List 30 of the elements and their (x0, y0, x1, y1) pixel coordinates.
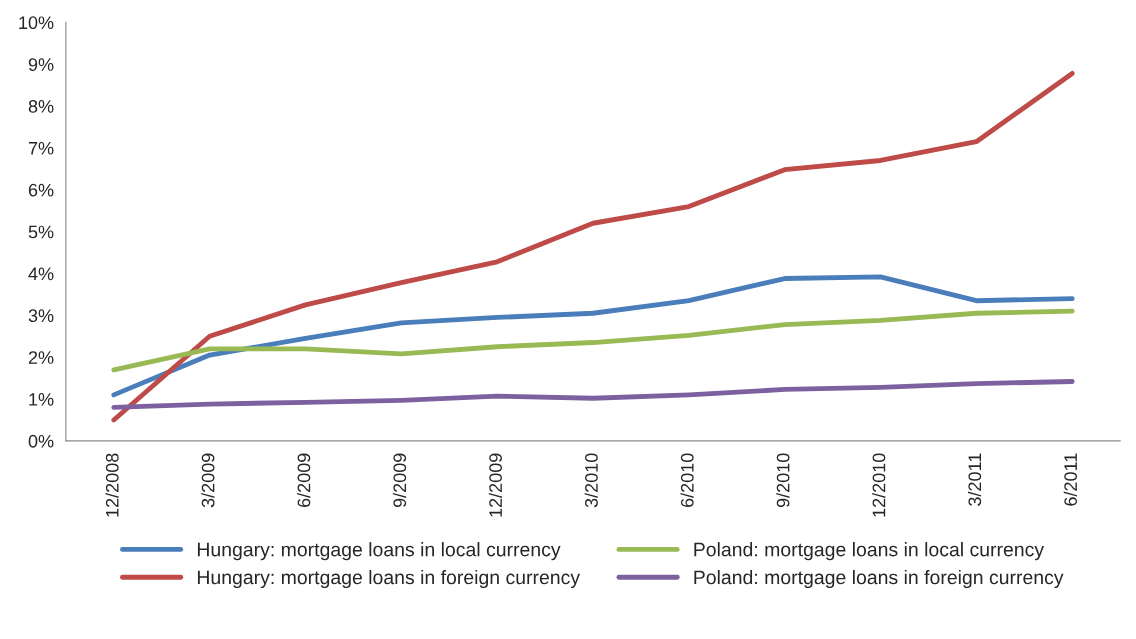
y-tick-label: 1% (29, 393, 54, 406)
line-series (111, 379, 1075, 410)
x-tick-label: 12/2009 (488, 453, 502, 517)
line-series (111, 71, 1075, 423)
y-tick-label: 6% (28, 183, 54, 197)
x-tick-label: 3/2010 (584, 453, 598, 508)
legend-label: Hungary: mortgage loans in foreign currency (197, 569, 581, 589)
x-tick-label: 9/2009 (392, 453, 407, 508)
x-tick-label: 6/2011 (1063, 453, 1078, 506)
legend-label: Poland: mortgage loans in local currency (694, 542, 1045, 561)
y-tick-label: 5% (28, 225, 54, 239)
x-tick-label: 6/2009 (297, 453, 311, 508)
y-tick-label: 7% (28, 141, 54, 155)
x-tick-label: 12/2010 (872, 453, 886, 517)
y-tick-label: 10% (19, 16, 54, 30)
y-tick-label: 9% (28, 58, 54, 71)
legend-label: Hungary: mortgage loans in local currency (197, 542, 561, 561)
x-tick-label: 3/2009 (201, 453, 215, 508)
line-series (111, 274, 1075, 398)
x-tick-label: 6/2010 (680, 453, 694, 508)
y-tick-label: 3% (28, 309, 54, 323)
x-tick-label: 12/2008 (105, 453, 119, 517)
x-tick-label: 9/2010 (776, 453, 790, 508)
line-series (111, 308, 1075, 373)
legend-label: Poland: mortgage loans in foreign currency (694, 569, 1064, 589)
y-tick-label: 4% (28, 267, 54, 281)
y-tick-label: 8% (28, 100, 54, 113)
x-tick-label: 3/2011 (967, 453, 982, 506)
y-tick-label: 2% (28, 351, 54, 364)
y-tick-label: 0% (28, 434, 54, 448)
